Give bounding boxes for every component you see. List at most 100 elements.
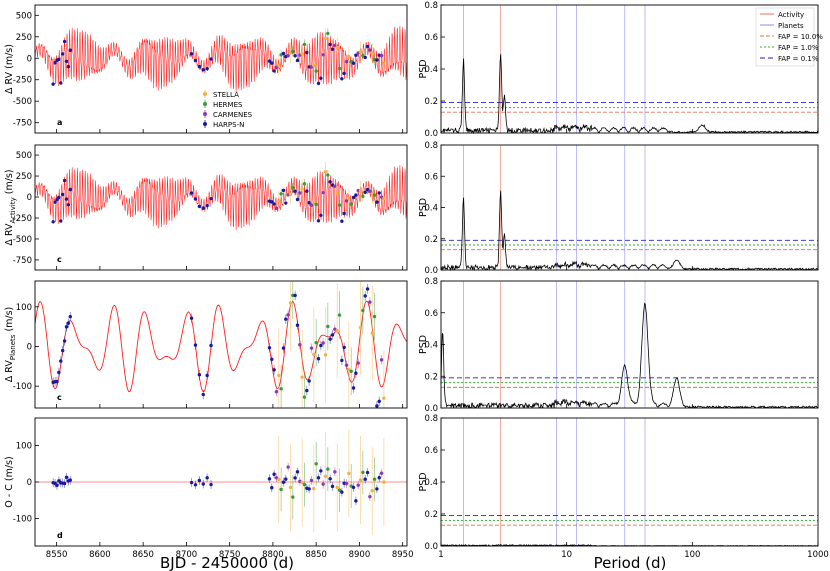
x-tick-label: 1 xyxy=(438,550,443,560)
periodogram-panel-4: 0.0 0.2 0.4 0.6 0.8 1 10 100 1000 PSD xyxy=(418,414,829,560)
data-point-harpsn xyxy=(305,50,309,55)
data-point-harpsn xyxy=(281,346,286,350)
y-tick-label: 0.0 xyxy=(424,404,438,414)
data-point-hermes xyxy=(302,182,307,186)
y-tick-label: 0.8 xyxy=(424,414,438,424)
data-point-carmenes xyxy=(286,313,290,317)
y-tick-label: 0 xyxy=(27,54,32,64)
axes-frame xyxy=(34,144,408,271)
data-point-hermes xyxy=(326,324,330,329)
y-tick-label: -500 xyxy=(13,235,32,245)
data-point-harpsn xyxy=(316,219,321,223)
data-point-harpsn xyxy=(365,470,370,475)
data-point-harpsn xyxy=(270,61,274,65)
data-point-harpsn xyxy=(60,348,65,353)
data-point-harpsn xyxy=(201,482,205,486)
y-axis-label: PSD xyxy=(418,472,429,491)
data-point-harpsn xyxy=(59,219,63,223)
data-point-stella xyxy=(323,36,328,41)
left-x-axis-label: BJD - 2450000 (d) xyxy=(160,554,294,571)
data-point-harpsn xyxy=(377,476,381,480)
data-point-harpsn xyxy=(209,343,213,348)
data-point-harpsn xyxy=(281,188,286,193)
axes-frame xyxy=(440,144,819,271)
x-tick-label: 8600 xyxy=(89,550,111,560)
panel-letter: c xyxy=(57,393,62,402)
data-point-harpsn xyxy=(205,66,209,71)
data-point-hermes xyxy=(302,482,307,487)
y-tick-label: -100 xyxy=(13,382,32,392)
data-point-stella xyxy=(323,353,328,357)
y-tick-label: -750 xyxy=(13,256,32,266)
data-point-harpsn xyxy=(62,178,67,183)
data-point-harpsn xyxy=(377,191,381,195)
periodogram-panel-2: 0.0 0.2 0.4 0.6 0.8 PSD xyxy=(418,141,819,276)
data-point-hermes xyxy=(361,194,365,199)
legend-label: HERMES xyxy=(213,101,243,109)
data-point-hermes xyxy=(372,314,377,319)
data-point-carmenes xyxy=(368,189,372,194)
data-point-hermes xyxy=(291,49,295,54)
data-point-stella xyxy=(358,325,363,330)
data-point-carmenes xyxy=(344,481,349,486)
data-point-harpsn xyxy=(68,48,72,52)
data-point-harpsn xyxy=(209,196,213,201)
axes-frame xyxy=(34,4,408,134)
data-point-harpsn xyxy=(193,197,198,201)
y-axis-label: Δ RV (m/s) xyxy=(4,44,15,94)
data-point-harpsn xyxy=(295,323,300,327)
psd-curve xyxy=(440,190,819,272)
data-point-stella xyxy=(323,474,328,478)
data-point-hermes xyxy=(302,395,307,399)
data-point-carmenes xyxy=(356,483,360,487)
data-point-harpsn xyxy=(342,71,346,76)
data-point-stella xyxy=(358,478,363,482)
y-tick-label: -250 xyxy=(13,214,32,224)
time-series-panel-1: 500 250 0 -250 -500 -750 Δ RV (m/s) a STELLA HERM… xyxy=(4,4,408,134)
data-point-harpsn xyxy=(281,51,286,56)
data-point-harpsn xyxy=(64,59,69,64)
data-point-harpsn xyxy=(197,478,202,483)
legend-box xyxy=(755,7,815,67)
data-point-harpsn xyxy=(68,478,72,482)
y-tick-label: 0 xyxy=(27,193,32,203)
y-tick-label: -750 xyxy=(13,119,32,129)
data-point-carmenes xyxy=(298,343,302,347)
data-point-harpsn xyxy=(363,190,367,194)
data-point-harpsn xyxy=(209,482,213,487)
data-point-harpsn xyxy=(330,484,335,489)
data-point-carmenes xyxy=(274,389,279,394)
axes-frame xyxy=(440,417,819,547)
data-point-hermes xyxy=(326,173,330,177)
data-point-stella xyxy=(370,489,374,493)
data-point-harpsn xyxy=(295,197,300,202)
data-point-harpsn xyxy=(59,359,63,363)
y-tick-label: 0.6 xyxy=(424,309,438,319)
data-point-stella xyxy=(358,189,363,193)
data-point-harpsn xyxy=(193,343,198,347)
data-point-harpsn xyxy=(51,220,55,224)
data-point-harpsn xyxy=(189,52,194,56)
data-point-harpsn xyxy=(51,82,55,86)
data-point-harpsn xyxy=(293,54,297,58)
data-point-harpsn xyxy=(340,77,344,81)
data-point-stella xyxy=(300,480,304,485)
data-point-harpsn xyxy=(330,47,335,51)
data-point-harpsn xyxy=(365,44,370,49)
data-point-harpsn xyxy=(293,293,297,298)
data-point-harpsn xyxy=(53,200,57,204)
x-tick-label: 8650 xyxy=(132,550,154,560)
data-point-carmenes xyxy=(344,199,349,203)
y-tick-label: 0.4 xyxy=(424,341,438,351)
data-point-harpsn xyxy=(354,53,358,57)
y-tick-label: 0.2 xyxy=(424,97,438,107)
data-point-harpsn xyxy=(354,371,358,375)
y-axis-label: O - C (m/s) xyxy=(4,456,15,507)
legend-label: FAP = 0.1% xyxy=(778,55,819,63)
y-axis-label: PSD xyxy=(418,59,429,78)
data-point-stella xyxy=(323,170,328,174)
y-tick-label: 0 xyxy=(27,478,32,488)
legend-marker xyxy=(203,112,207,116)
data-point-harpsn xyxy=(55,483,59,488)
